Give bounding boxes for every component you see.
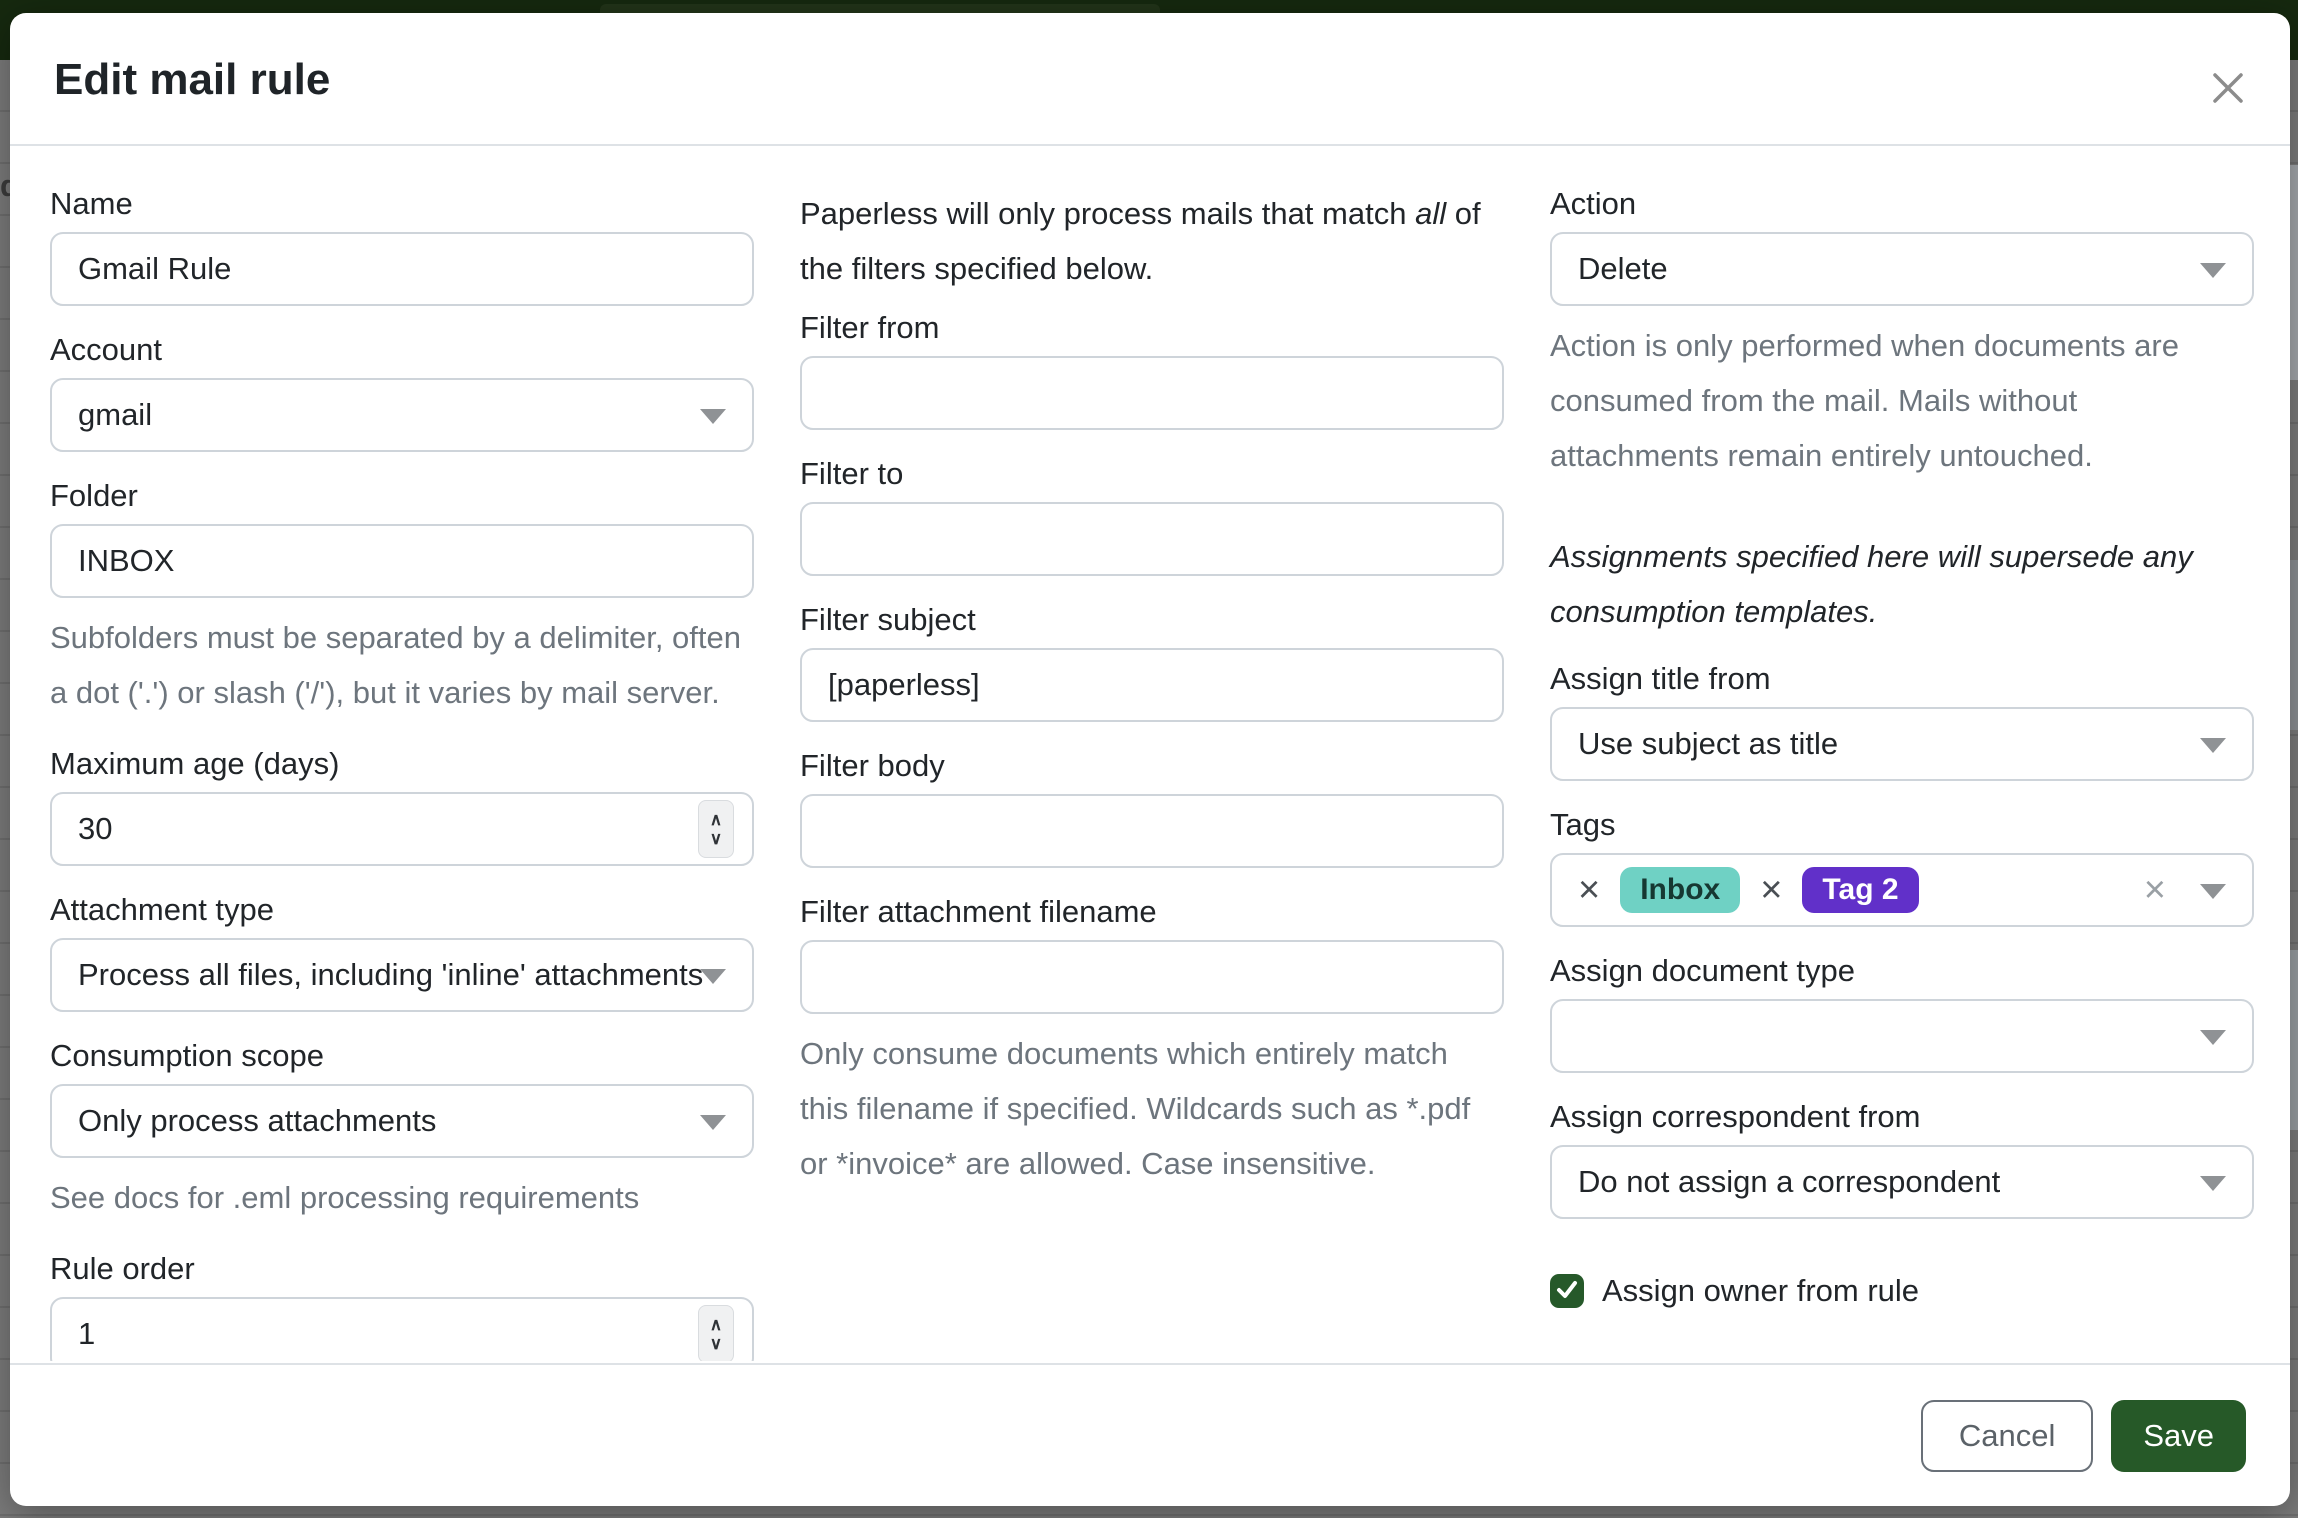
filter-filename-input[interactable]: [828, 959, 1476, 995]
number-stepper[interactable]: ∧ ∨: [698, 1305, 734, 1361]
assign-owner-label: Assign owner from rule: [1602, 1273, 1920, 1308]
filter-from-input[interactable]: [828, 375, 1476, 411]
save-button[interactable]: Save: [2111, 1399, 2246, 1472]
filter-filename-help: Only consume documents which entirely ma…: [800, 1036, 1471, 1181]
page-scrollbar[interactable]: [2289, 165, 2298, 380]
chevron-down-icon: [2200, 738, 2226, 753]
folder-input[interactable]: [78, 543, 726, 579]
chevron-down-icon: [700, 1115, 726, 1130]
rule-order-field-wrap: ∧∨: [50, 1297, 754, 1361]
number-stepper[interactable]: ∧ ∨: [698, 800, 734, 858]
chevron-down-icon: [2200, 884, 2226, 899]
filters-intro: Paperless will only process mails that m…: [800, 196, 1481, 286]
filter-from-wrap: [800, 356, 1504, 430]
assign-title-select[interactable]: Use subject as title: [1550, 707, 2254, 781]
folder-label: Folder: [50, 478, 138, 513]
max-age-field-wrap: ∧∨: [50, 792, 754, 866]
action-label: Action: [1550, 186, 1637, 221]
tag-pill[interactable]: Inbox: [1620, 867, 1741, 913]
account-label: Account: [50, 332, 163, 367]
filter-subject-label: Filter subject: [800, 602, 976, 637]
attachment-type-value: Process all files, including 'inline' at…: [78, 957, 704, 992]
folder-help: Subfolders must be separated by a delimi…: [50, 620, 742, 710]
consumption-scope-value: Only process attachments: [78, 1103, 437, 1138]
assign-owner-checkbox[interactable]: [1550, 1274, 1584, 1308]
assignments-note: Assignments specified here will supersed…: [1550, 539, 2193, 629]
edit-mail-rule-dialog: Edit mail rule Name: [10, 13, 2290, 1506]
rule-order-label: Rule order: [50, 1251, 195, 1286]
column-general: Name Account gmail Folder: [50, 186, 754, 1361]
assign-doctype-label: Assign document type: [1550, 953, 1856, 988]
max-age-label: Maximum age (days): [50, 746, 340, 781]
chevron-down-icon: [700, 409, 726, 424]
tag-pill[interactable]: Tag 2: [1802, 867, 1919, 913]
dialog-footer: Cancel Save: [10, 1363, 2290, 1506]
remove-tag-icon[interactable]: ×: [1578, 868, 1601, 911]
filter-body-input[interactable]: [828, 813, 1476, 849]
chevron-down-icon: [2200, 1030, 2226, 1045]
filter-body-label: Filter body: [800, 748, 945, 783]
tags-select[interactable]: × Inbox × Tag 2 ×: [1550, 853, 2254, 927]
filter-filename-wrap: [800, 940, 1504, 1014]
action-select[interactable]: Delete: [1550, 232, 2254, 306]
assign-correspondent-value: Do not assign a correspondent: [1578, 1164, 2001, 1199]
filter-subject-input[interactable]: [828, 667, 1476, 703]
column-filters: Paperless will only process mails that m…: [800, 186, 1504, 1361]
rule-order-input[interactable]: [78, 1316, 726, 1352]
chevron-down-icon: [700, 969, 726, 984]
account-value: gmail: [78, 397, 153, 432]
assign-doctype-select[interactable]: [1550, 999, 2254, 1073]
page-scrollbar-thumb[interactable]: [2289, 560, 2298, 730]
column-actions: Action Delete Action is only performed w…: [1550, 186, 2254, 1361]
assign-title-value: Use subject as title: [1578, 726, 1839, 761]
action-value: Delete: [1578, 251, 1668, 286]
name-label: Name: [50, 186, 133, 221]
assign-title-label: Assign title from: [1550, 661, 1771, 696]
intro-italic: all: [1415, 196, 1447, 231]
close-button[interactable]: [2206, 67, 2250, 111]
filter-filename-label: Filter attachment filename: [800, 894, 1157, 929]
dialog-header: Edit mail rule: [10, 13, 2290, 146]
folder-field-wrap: [50, 524, 754, 598]
filter-body-wrap: [800, 794, 1504, 868]
filter-subject-wrap: [800, 648, 1504, 722]
filter-from-label: Filter from: [800, 310, 940, 345]
tags-label: Tags: [1550, 807, 1616, 842]
close-icon: [2211, 71, 2245, 108]
assign-correspondent-label: Assign correspondent from: [1550, 1099, 1921, 1134]
action-help: Action is only performed when documents …: [1550, 328, 2179, 473]
filter-to-label: Filter to: [800, 456, 904, 491]
attachment-type-label: Attachment type: [50, 892, 275, 927]
dialog-body: Name Account gmail Folder: [10, 148, 2290, 1361]
filter-to-input[interactable]: [828, 521, 1476, 557]
page-scrollbar-segment[interactable]: [2289, 950, 2298, 1130]
clear-all-icon[interactable]: ×: [2143, 868, 2166, 911]
chevron-down-icon: [2200, 263, 2226, 278]
consumption-scope-label: Consumption scope: [50, 1038, 324, 1073]
assign-correspondent-select[interactable]: Do not assign a correspondent: [1550, 1145, 2254, 1219]
cancel-button[interactable]: Cancel: [1920, 1399, 2094, 1472]
remove-tag-icon[interactable]: ×: [1760, 868, 1783, 911]
dimmed-background-text: d: [0, 168, 12, 203]
consumption-scope-help: See docs for .eml processing requirement…: [50, 1180, 640, 1215]
account-select[interactable]: gmail: [50, 378, 754, 452]
dialog-title: Edit mail rule: [54, 55, 331, 104]
max-age-input[interactable]: [78, 811, 726, 847]
attachment-type-select[interactable]: Process all files, including 'inline' at…: [50, 938, 754, 1012]
filter-to-wrap: [800, 502, 1504, 576]
name-field-wrap: [50, 232, 754, 306]
name-input[interactable]: [78, 251, 726, 287]
consumption-scope-select[interactable]: Only process attachments: [50, 1084, 754, 1158]
assign-owner-row: Assign owner from rule: [1550, 1273, 2254, 1309]
checkmark-icon: [1555, 1277, 1579, 1306]
chevron-down-icon: [2200, 1176, 2226, 1191]
